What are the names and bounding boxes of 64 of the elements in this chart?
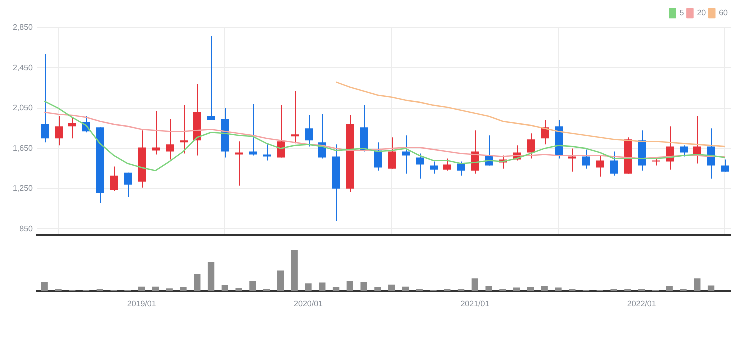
y-tick-label: 850 xyxy=(20,224,34,234)
candlestick xyxy=(388,137,396,170)
y-tick-label: 2,850 xyxy=(12,23,34,32)
candlestick xyxy=(42,54,50,144)
bar xyxy=(360,282,368,292)
candlestick xyxy=(292,90,300,144)
y-tick-label: 2,450 xyxy=(12,63,34,72)
bar xyxy=(180,287,187,292)
bar xyxy=(388,284,396,292)
candlestick xyxy=(568,148,576,172)
candlestick xyxy=(208,36,216,122)
bar xyxy=(236,288,242,292)
bar xyxy=(694,278,701,292)
candlestick xyxy=(402,135,410,174)
candlestick xyxy=(416,153,424,180)
bar xyxy=(194,274,201,292)
candlestick xyxy=(166,119,174,160)
x-tick-label: 2020/01 xyxy=(294,299,324,308)
candlestick xyxy=(68,117,76,140)
bar xyxy=(208,262,215,292)
candlestick xyxy=(124,172,132,198)
candlestick xyxy=(444,158,452,172)
bar xyxy=(486,286,492,292)
candlestick xyxy=(236,141,244,186)
bar xyxy=(305,284,312,292)
candlestick xyxy=(264,144,272,162)
candlestick xyxy=(360,104,368,152)
candlestick xyxy=(528,133,536,160)
candlestick xyxy=(708,128,716,180)
candlestick xyxy=(110,166,118,192)
bar xyxy=(374,287,382,292)
bar xyxy=(291,250,298,292)
candlestick xyxy=(458,161,466,176)
candlestick xyxy=(250,104,258,156)
x-tick-label: 2021/01 xyxy=(460,299,490,308)
y-tick-label: 1,650 xyxy=(12,144,34,153)
candlestick xyxy=(278,104,286,158)
candlestick xyxy=(374,142,382,172)
bar xyxy=(277,270,284,292)
candlestick xyxy=(430,161,438,174)
bar xyxy=(346,282,354,292)
x-tick-label: 2022/01 xyxy=(627,299,657,308)
bar xyxy=(250,281,256,292)
x-tick-label: 2019/01 xyxy=(127,299,157,308)
bar xyxy=(666,286,673,292)
candlestick xyxy=(596,155,604,178)
candlestick xyxy=(722,159,730,172)
bar xyxy=(319,282,326,292)
candlestick xyxy=(582,149,590,170)
candlestick xyxy=(306,115,314,148)
bar xyxy=(541,286,548,292)
candlestick xyxy=(180,104,188,154)
legend-label: 20 xyxy=(697,8,707,18)
candlestick xyxy=(152,110,160,156)
bar xyxy=(472,278,479,292)
bar xyxy=(41,282,48,292)
candlestick xyxy=(610,151,618,176)
y-tick-label: 1,250 xyxy=(12,184,34,194)
candlestick xyxy=(56,116,64,146)
legend-label: 60 xyxy=(719,8,729,18)
candlestick xyxy=(694,116,702,164)
legend-label: 5 xyxy=(680,8,685,18)
bar xyxy=(708,286,715,292)
y-tick-label: 2,050 xyxy=(12,104,34,113)
